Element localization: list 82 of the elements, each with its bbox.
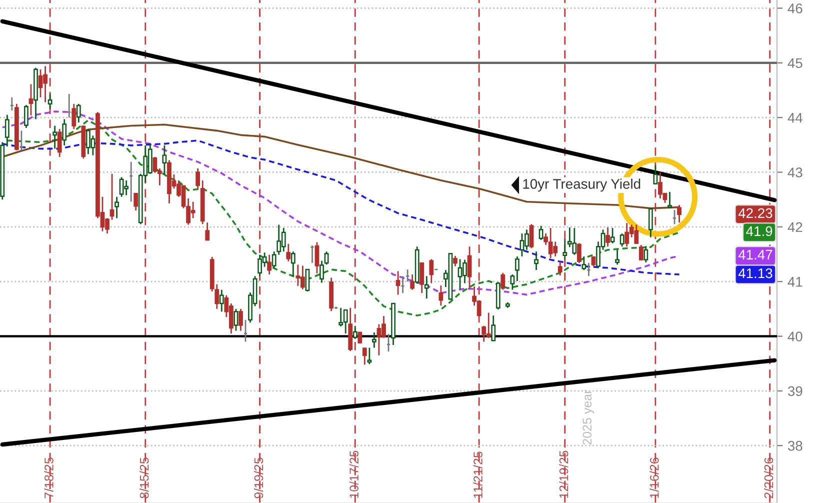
candlestick xyxy=(576,242,582,264)
annotation: 41.47 xyxy=(738,250,772,260)
candlestick xyxy=(438,284,444,306)
candlestick xyxy=(72,103,76,130)
candlestick xyxy=(410,274,415,290)
annotation: 42.23 xyxy=(738,208,772,218)
candlestick xyxy=(290,250,296,277)
candlestick xyxy=(562,238,568,260)
candlestick xyxy=(267,254,272,276)
candlestick xyxy=(134,192,138,212)
annotation: 41.9 xyxy=(746,226,772,236)
x-tick-label: 10/17/25 xyxy=(349,450,358,498)
candlestick xyxy=(57,128,62,158)
candlestick xyxy=(500,272,506,290)
y-tick-label: 39 xyxy=(788,386,802,396)
y-tick-label: 38 xyxy=(788,440,802,451)
candlestick xyxy=(238,308,243,332)
candlestick xyxy=(420,262,424,294)
candlestick xyxy=(582,256,586,271)
candlestick xyxy=(362,348,367,366)
candlestick xyxy=(367,347,372,365)
candlestick xyxy=(314,242,320,274)
x-tick-label: 1/16/26 xyxy=(650,458,659,498)
candlestick xyxy=(638,244,644,261)
annotation: 2025 year xyxy=(582,390,594,445)
candlestick xyxy=(110,173,114,220)
x-tick-label: 7/18/25 xyxy=(44,458,54,498)
candlestick xyxy=(352,325,358,340)
candlestick xyxy=(62,118,67,146)
y-tick-label: 44 xyxy=(788,113,802,123)
candlestick xyxy=(453,255,458,267)
candlestick xyxy=(467,246,472,290)
candlestick xyxy=(76,103,81,124)
candlestick xyxy=(4,114,10,148)
candlestick xyxy=(324,250,329,266)
candlestick xyxy=(24,104,28,129)
candlestick xyxy=(358,332,362,344)
candlestick xyxy=(677,204,682,224)
candlestick xyxy=(396,270,400,296)
candlestick xyxy=(320,260,324,284)
candlestick xyxy=(534,250,538,271)
candlestick xyxy=(114,196,119,219)
candlestick xyxy=(610,227,615,244)
x-tick-label: 11/21/25 xyxy=(473,452,482,498)
x-tick-label: 2/20/26 xyxy=(764,458,774,498)
candlestick xyxy=(515,256,520,282)
annotation: 10yr Treasury Yield xyxy=(523,178,640,192)
y-tick-label: 46 xyxy=(788,4,802,14)
candlestick xyxy=(668,191,672,210)
candlestick xyxy=(219,289,224,312)
candlestick xyxy=(606,226,610,248)
candlestick xyxy=(491,314,496,342)
candlestick xyxy=(372,332,376,348)
candlestick xyxy=(205,222,210,242)
x-tick-label: 12/19/25 xyxy=(559,450,568,498)
candlestick xyxy=(644,245,648,264)
candlestick xyxy=(615,249,620,266)
candlestick xyxy=(510,274,515,290)
y-tick-label: 43 xyxy=(788,168,802,178)
y-tick-label: 40 xyxy=(788,332,802,342)
candlestick xyxy=(529,223,534,249)
candlestick xyxy=(48,93,52,110)
candlestick xyxy=(429,258,434,284)
candlestick xyxy=(234,308,238,332)
x-tick-label: 8/15/25 xyxy=(140,458,149,498)
candlestick xyxy=(620,232,624,248)
candlestick xyxy=(558,260,562,276)
y-tick-label: 42 xyxy=(788,222,802,232)
candlestick xyxy=(196,168,200,190)
annotation: 41.13 xyxy=(738,268,772,278)
y-tick-label: 41 xyxy=(788,277,802,287)
candlestick xyxy=(648,208,653,238)
candlestick xyxy=(653,164,658,185)
candlestick xyxy=(286,243,291,262)
x-tick-label: 9/19/25 xyxy=(254,458,264,498)
candlestick xyxy=(305,268,310,292)
candlestick xyxy=(424,275,429,300)
y-tick-label: 45 xyxy=(788,58,802,68)
candlestick xyxy=(162,144,167,176)
candlestick xyxy=(28,84,34,116)
candlestick xyxy=(52,125,58,150)
candlestick xyxy=(538,225,544,241)
